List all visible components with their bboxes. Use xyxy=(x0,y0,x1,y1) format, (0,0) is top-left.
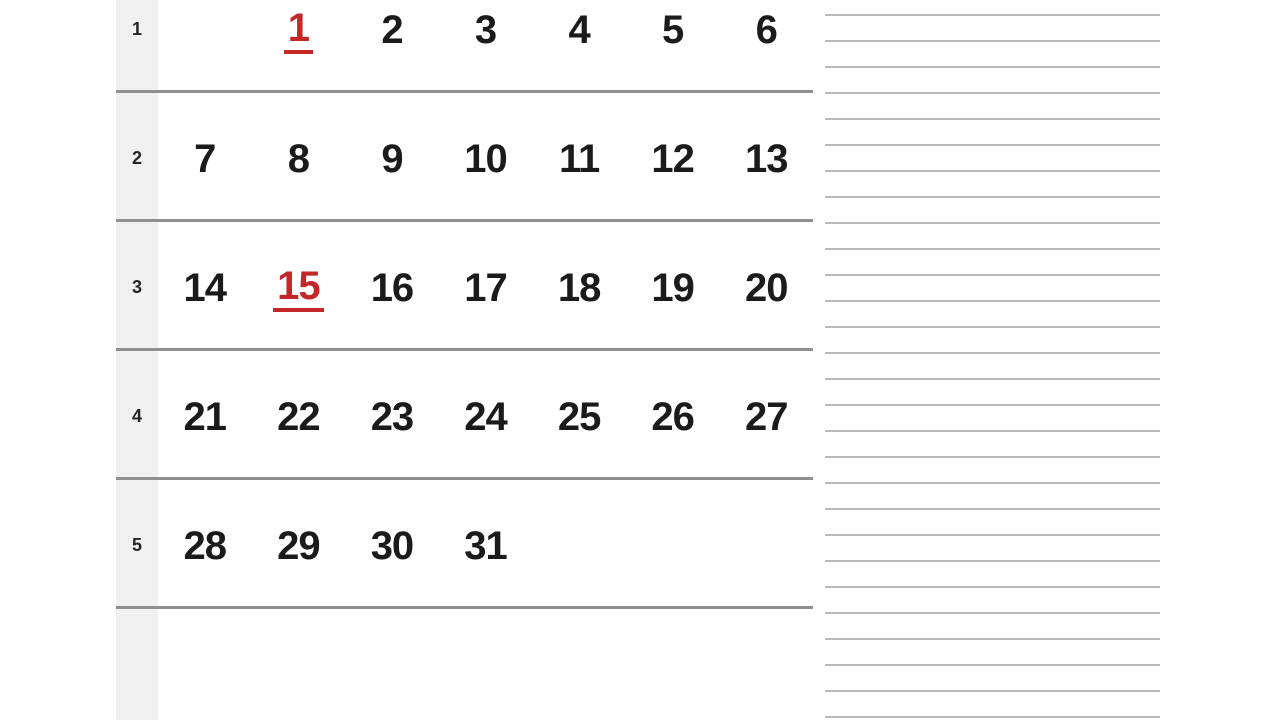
day-cell: 18 xyxy=(557,265,601,310)
day-cell: 28 xyxy=(183,523,227,568)
day-cell: 12 xyxy=(651,136,694,181)
note-line xyxy=(825,196,1160,222)
note-line xyxy=(825,430,1160,456)
day-cell: 21 xyxy=(183,394,227,439)
day-cell: 31 xyxy=(464,523,507,568)
day-cell xyxy=(532,524,626,568)
note-line xyxy=(825,40,1160,66)
week-number: 1 xyxy=(131,19,142,39)
day-cell: 16 xyxy=(370,265,414,310)
note-line xyxy=(825,664,1160,690)
note-line xyxy=(825,586,1160,612)
note-line xyxy=(825,456,1160,482)
day-cell xyxy=(532,653,626,697)
note-line xyxy=(825,612,1160,638)
month-date-grid: 1 1 2 3 4 5 6 2 7 8 9 10 11 12 13 3 14 1… xyxy=(116,0,813,720)
note-line xyxy=(825,222,1160,248)
day-cell: 30 xyxy=(370,523,414,568)
week-row: 4 21 22 23 24 25 26 27 xyxy=(116,351,813,480)
note-line xyxy=(825,716,1160,720)
week-row: 2 7 8 9 10 11 12 13 xyxy=(116,93,813,222)
day-cell: 17 xyxy=(464,265,507,310)
day-cell: 1 xyxy=(252,6,346,54)
day-cell xyxy=(719,653,813,697)
note-line xyxy=(825,14,1160,40)
day-cell xyxy=(439,653,533,697)
day-cell xyxy=(626,524,720,568)
note-line xyxy=(825,118,1160,144)
day-cell: 26 xyxy=(651,394,694,439)
note-line xyxy=(825,326,1160,352)
week-number: 5 xyxy=(131,535,142,555)
note-line xyxy=(825,274,1160,300)
day-cell: 24 xyxy=(464,394,507,439)
day-cell: 13 xyxy=(745,136,788,181)
day-cell: 3 xyxy=(474,7,497,52)
day-cell: 22 xyxy=(277,394,320,439)
week-number: 4 xyxy=(131,406,142,426)
note-line xyxy=(825,508,1160,534)
day-cell: 29 xyxy=(277,523,320,568)
week-row xyxy=(116,609,813,720)
notes-ruled-lines xyxy=(825,14,1160,720)
note-line xyxy=(825,378,1160,404)
day-cell: 9 xyxy=(381,136,403,181)
day-cell: 4 xyxy=(568,7,590,52)
day-cell: 2 xyxy=(381,7,403,52)
day-cell: 25 xyxy=(557,394,601,439)
note-line xyxy=(825,300,1160,326)
week-row: 5 28 29 30 31 xyxy=(116,480,813,609)
day-cell: 10 xyxy=(464,136,507,181)
day-cell: 15 xyxy=(252,264,346,312)
day-cell: 20 xyxy=(745,265,788,310)
day-cell: 7 xyxy=(194,136,216,181)
day-cell: 23 xyxy=(370,394,414,439)
day-cell xyxy=(345,653,439,697)
week-row: 3 14 15 16 17 18 19 20 xyxy=(116,222,813,351)
note-line xyxy=(825,638,1160,664)
day-cell xyxy=(158,8,252,52)
note-line xyxy=(825,404,1160,430)
note-line xyxy=(825,352,1160,378)
day-cell: 5 xyxy=(662,7,684,52)
day-cell: 27 xyxy=(745,394,788,439)
note-line xyxy=(825,92,1160,118)
day-cell xyxy=(626,653,720,697)
day-cell xyxy=(252,653,346,697)
note-line xyxy=(825,482,1160,508)
note-line xyxy=(825,66,1160,92)
day-cell: 8 xyxy=(287,136,310,181)
note-line xyxy=(825,144,1160,170)
day-cell: 11 xyxy=(558,136,600,181)
note-line xyxy=(825,248,1160,274)
week-row: 1 1 2 3 4 5 6 xyxy=(116,0,813,93)
week-number: 3 xyxy=(131,277,142,297)
day-cell xyxy=(719,524,813,568)
day-cell: 6 xyxy=(755,7,778,52)
note-line xyxy=(825,170,1160,196)
week-number: 2 xyxy=(131,148,142,168)
day-cell: 19 xyxy=(651,265,694,310)
note-line xyxy=(825,560,1160,586)
note-line xyxy=(825,690,1160,716)
day-cell: 14 xyxy=(183,265,227,310)
week-number-strip xyxy=(116,0,158,720)
note-line xyxy=(825,534,1160,560)
day-cell xyxy=(158,653,252,697)
